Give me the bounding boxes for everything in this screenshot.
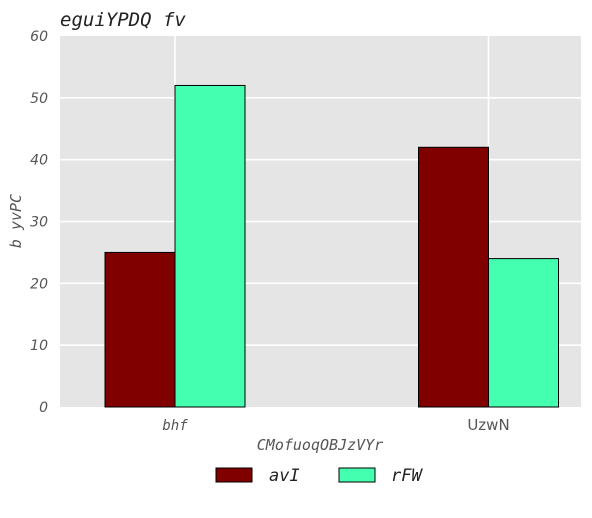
x-axis-ticks: bhf UzwN xyxy=(162,416,509,434)
bar-avI-bhf xyxy=(104,251,176,408)
y-tick-label: 10 xyxy=(30,338,48,354)
y-tick-label: 60 xyxy=(30,29,48,45)
y-tick-label: 30 xyxy=(30,215,48,231)
bar-avI-UzwN xyxy=(418,146,489,408)
legend: avI rFW xyxy=(215,466,423,486)
y-tick-label: 20 xyxy=(30,276,48,292)
y-tick-label: 50 xyxy=(30,91,48,107)
y-axis-ticks: 0 10 20 30 40 50 60 xyxy=(30,29,48,416)
legend-label: rFW xyxy=(391,466,423,486)
y-tick-label: 0 xyxy=(39,400,48,416)
y-tick-label: 40 xyxy=(30,153,48,169)
legend-swatch xyxy=(215,467,253,483)
bar-rFW-bhf xyxy=(174,84,246,408)
bars xyxy=(104,84,559,408)
chart-title: eguiYPDQ fv xyxy=(60,9,186,31)
legend-label: avI xyxy=(269,466,300,486)
y-axis-label: b yvPC xyxy=(7,194,25,248)
bar-rFW-UzwN xyxy=(488,258,559,408)
legend-swatch xyxy=(338,467,376,483)
x-tick-label: UzwN xyxy=(467,416,509,434)
x-tick-label: bhf xyxy=(162,418,188,434)
x-axis-label: CMofuoqOBJzVYr xyxy=(257,436,383,454)
